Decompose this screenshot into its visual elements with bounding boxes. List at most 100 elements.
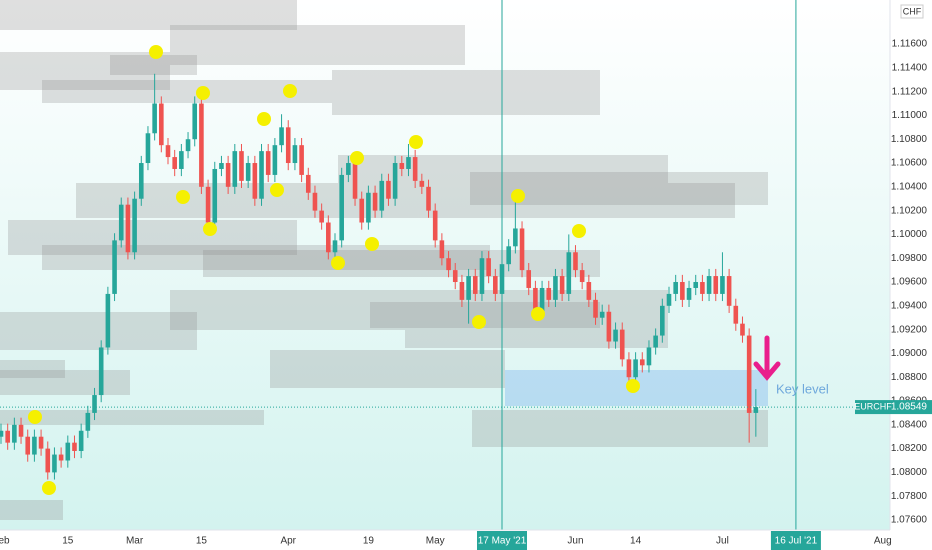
candle-body xyxy=(579,270,585,283)
candle-body xyxy=(52,454,57,473)
zone xyxy=(0,312,197,350)
candle-body xyxy=(619,329,625,360)
candle-body xyxy=(680,282,685,300)
candle-body xyxy=(726,276,732,306)
swing-marker xyxy=(626,379,640,393)
symbol-box xyxy=(855,400,892,415)
candle-body xyxy=(172,157,177,169)
candle-body xyxy=(132,198,137,253)
candle-body xyxy=(613,329,618,342)
candle-body xyxy=(713,276,719,294)
plot-background xyxy=(0,0,890,530)
candle-body xyxy=(292,145,298,164)
arrow xyxy=(753,335,781,381)
y-tick-label: 1.11400 xyxy=(892,62,928,73)
candle-body xyxy=(125,204,131,253)
candle-body xyxy=(452,270,458,283)
candle-body xyxy=(553,276,558,300)
zone xyxy=(0,500,63,520)
candle-body xyxy=(212,168,218,223)
swing-marker xyxy=(572,224,586,238)
candle-body xyxy=(312,192,318,211)
swing-marker xyxy=(350,151,364,165)
swing-marker xyxy=(42,481,56,495)
y-tick-label: 1.08400 xyxy=(891,419,928,430)
zone xyxy=(405,330,668,348)
candle-body xyxy=(232,151,238,187)
candle-body xyxy=(285,127,291,164)
swing-marker xyxy=(511,189,525,203)
last-price-label: 1.08549 xyxy=(891,402,928,413)
candle-body xyxy=(372,192,378,211)
candle-body xyxy=(379,180,385,211)
candle-body xyxy=(466,276,471,300)
swing-marker xyxy=(176,190,190,204)
candle-body xyxy=(566,252,572,294)
candle-body xyxy=(332,240,338,253)
candle-body xyxy=(392,163,398,199)
candle-body xyxy=(239,151,244,181)
candle-body xyxy=(98,347,104,396)
candle-body xyxy=(105,293,111,348)
candle-body xyxy=(459,282,465,300)
y-tick-label: 1.09400 xyxy=(891,300,928,311)
candle-body xyxy=(32,436,37,455)
y-tick-label: 1.08000 xyxy=(891,467,928,478)
candle-body xyxy=(593,299,598,318)
y-tick-label: 1.10000 xyxy=(891,229,928,240)
zone xyxy=(170,290,668,330)
y-tick-label: 1.10200 xyxy=(891,205,928,216)
candle-body xyxy=(626,359,632,378)
candle-body xyxy=(45,448,51,473)
candle-body xyxy=(599,311,605,318)
candle-body xyxy=(12,424,17,443)
candle-body xyxy=(326,222,331,253)
y-tick-label: 1.08800 xyxy=(891,372,928,383)
candle-body xyxy=(299,145,304,175)
zone xyxy=(332,70,600,115)
candle-body xyxy=(279,127,284,146)
candle-body xyxy=(179,151,184,169)
candle-body xyxy=(700,282,705,294)
x-tick-label: 19 xyxy=(363,536,375,547)
candle-body xyxy=(159,103,164,146)
y-tick-label: 1.11600 xyxy=(892,39,928,50)
candle-body xyxy=(419,180,425,187)
candle-body xyxy=(653,335,658,348)
x-tick-label: 15 xyxy=(196,536,208,547)
candle-body xyxy=(639,359,645,366)
candle-body xyxy=(38,436,44,449)
candle-body xyxy=(733,305,739,324)
y-tick-label: 1.07600 xyxy=(891,515,928,526)
candle-body xyxy=(219,163,224,169)
annotation: Key level xyxy=(776,381,829,396)
swing-marker xyxy=(196,86,210,100)
candle-body xyxy=(606,311,612,342)
symbol-label: EURCHF xyxy=(854,401,892,411)
candle-body xyxy=(25,436,31,455)
candle-body xyxy=(85,412,91,431)
candle-body xyxy=(58,454,64,461)
candle-body xyxy=(586,282,592,300)
date-highlight xyxy=(770,531,821,550)
candle-body xyxy=(259,151,264,199)
candle-body xyxy=(78,430,84,451)
y-tick-label: 1.10600 xyxy=(891,158,928,169)
candle-body xyxy=(446,258,451,271)
zone xyxy=(0,0,297,30)
swing-marker xyxy=(257,112,271,126)
candle-body xyxy=(406,157,411,169)
zone xyxy=(8,220,297,255)
candle-body xyxy=(118,204,124,241)
y-tick-label: 1.08200 xyxy=(891,443,928,454)
zone xyxy=(0,52,170,90)
zone xyxy=(203,250,600,277)
candle-body xyxy=(706,276,712,294)
price-axis xyxy=(890,0,932,550)
candle-body xyxy=(506,246,511,265)
candle-body xyxy=(192,103,198,140)
candle-body xyxy=(539,287,545,312)
candle-body xyxy=(225,163,231,187)
candle-body xyxy=(513,228,518,247)
